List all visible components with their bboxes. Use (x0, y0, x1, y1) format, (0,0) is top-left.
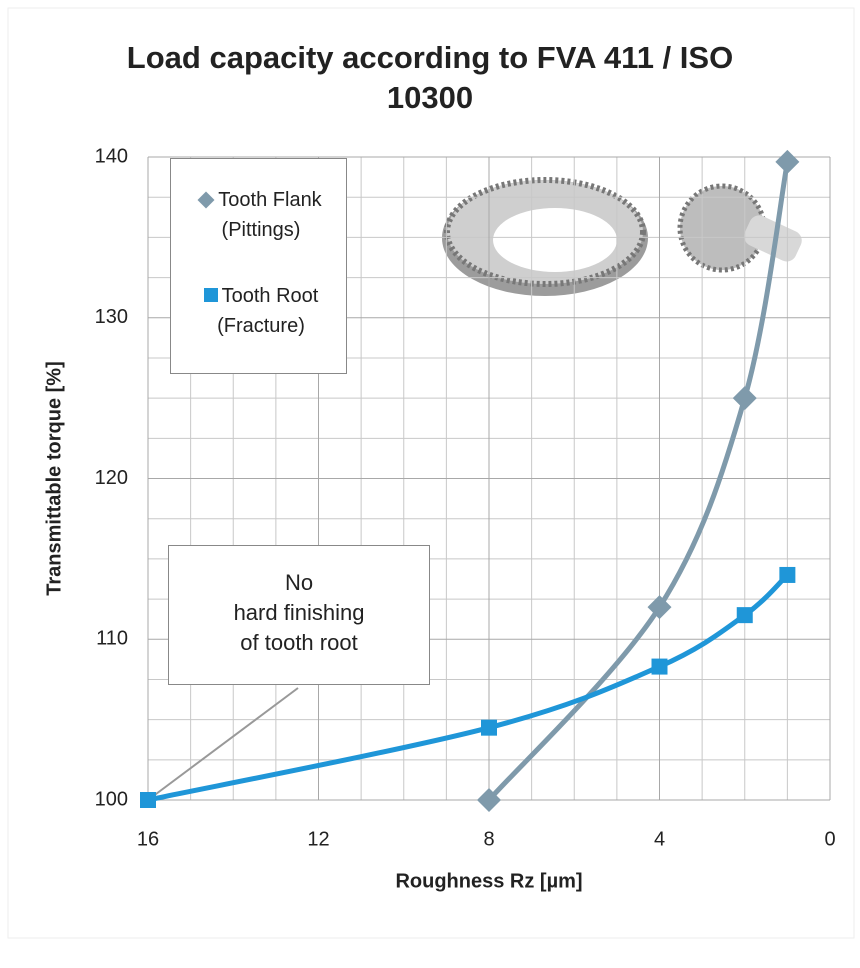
y-tick-label: 120 (95, 467, 128, 489)
y-tick-label: 130 (95, 306, 128, 328)
x-axis-label: Roughness Rz [µm] (395, 870, 582, 892)
x-tick-label: 12 (307, 828, 329, 850)
point (140, 792, 156, 808)
frame (8, 8, 854, 938)
chart-title: Load capacity according to FVA 411 / ISO… (100, 38, 760, 118)
legend-label: Tooth Flank (Pittings) (218, 189, 321, 241)
y-tick-label: 100 (95, 788, 128, 810)
x-tick-label: 4 (654, 828, 665, 850)
legend-entry: Tooth Flank (Pittings) (181, 185, 341, 245)
legend: Tooth Flank (Pittings) Tooth Root (Fract… (170, 158, 347, 374)
point (481, 720, 497, 736)
x-tick-label: 16 (137, 828, 159, 850)
x-tick-label: 0 (824, 828, 835, 850)
y-tick-label: 140 (95, 145, 128, 167)
legend-marker (198, 192, 215, 209)
legend-entry: Tooth Root (Fracture) (181, 281, 341, 341)
annotation-line: of tooth root (169, 628, 429, 658)
chart: 16 12 8 4 0 100 110 120 130 140 Roughness Rz [µm] T… (0, 0, 860, 968)
y-axis-label: Transmittable torque [%] (43, 361, 65, 595)
point (779, 567, 795, 583)
annotation-line: No (169, 568, 429, 598)
point (737, 607, 753, 623)
page: 16 12 8 4 0 100 110 120 130 140 Roughness Rz [µm] T… (0, 0, 860, 968)
legend-marker (204, 288, 218, 302)
x-tick-label: 8 (483, 828, 494, 850)
legend-label: Tooth Root (Fracture) (217, 285, 318, 337)
y-tick-label: 110 (96, 628, 128, 650)
annotation-line: hard finishing (169, 598, 429, 628)
point (652, 659, 668, 675)
